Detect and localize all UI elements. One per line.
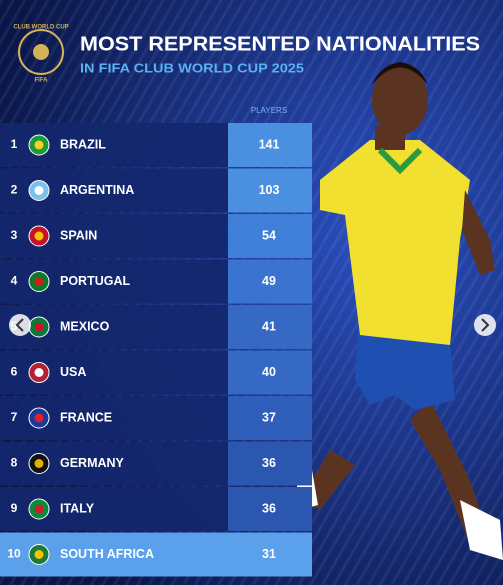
rank: 3 [11, 228, 18, 242]
flag-detail [34, 413, 44, 423]
players: 36 [262, 501, 276, 515]
value-cell [228, 487, 312, 531]
country: BRAZIL [60, 137, 106, 151]
rank: 1 [11, 137, 18, 151]
flag-detail [34, 459, 44, 468]
subtitle: IN FIFA CLUB WORLD CUP 2025 [80, 60, 304, 75]
flag-detail [34, 186, 44, 195]
column-header: PLAYERS [251, 106, 287, 115]
flag-detail [34, 322, 44, 332]
value-cell [228, 396, 312, 440]
value-cell [228, 123, 312, 167]
title: MOST REPRESENTED NATIONALITIES [80, 33, 480, 55]
flag-detail [34, 368, 44, 377]
players: 40 [262, 365, 276, 379]
rank: 10 [7, 547, 21, 561]
rank: 8 [11, 456, 18, 470]
players: 49 [262, 274, 276, 288]
players: 36 [262, 456, 276, 470]
value-cell [228, 305, 312, 349]
players: 37 [262, 410, 276, 424]
value-cell [228, 532, 312, 577]
rank: 6 [11, 365, 18, 379]
players: 103 [259, 183, 280, 197]
rank: 7 [11, 410, 18, 424]
player-illustration [296, 62, 503, 560]
previous-button[interactable] [9, 314, 31, 336]
logo-org: FIFA [35, 78, 49, 84]
table: 1 BRAZIL 141 2 ARGENTINA 103 3 SPAIN 54 4 PORTUGAL… [0, 123, 312, 577]
players: 31 [262, 547, 276, 561]
value-cell [228, 168, 312, 213]
country: GERMANY [60, 456, 125, 470]
country: USA [60, 365, 86, 379]
rank: 4 [11, 274, 18, 288]
flag-detail [34, 140, 44, 150]
value-cell [228, 214, 312, 258]
logo: CLUB WORLD CUP FIFA [13, 25, 68, 84]
players: 41 [262, 319, 276, 333]
value-cell [228, 259, 312, 304]
flag-detail [34, 550, 44, 559]
flag-detail [34, 277, 44, 286]
country: MEXICO [60, 319, 110, 333]
players: 141 [259, 137, 280, 151]
country: SPAIN [60, 228, 97, 242]
value-cell [228, 350, 312, 395]
flag-detail [34, 504, 44, 514]
next-button[interactable] [474, 314, 496, 336]
players: 54 [262, 228, 276, 242]
country: SOUTH AFRICA [60, 547, 154, 561]
country: FRANCE [60, 410, 112, 424]
flag-detail [34, 231, 44, 241]
country: ARGENTINA [60, 183, 134, 197]
country: ITALY [60, 501, 95, 515]
logo-text: CLUB WORLD CUP [13, 25, 68, 31]
rank: 9 [11, 501, 18, 515]
country: PORTUGAL [60, 274, 131, 288]
rank: 2 [11, 183, 18, 197]
value-cell [228, 441, 312, 486]
